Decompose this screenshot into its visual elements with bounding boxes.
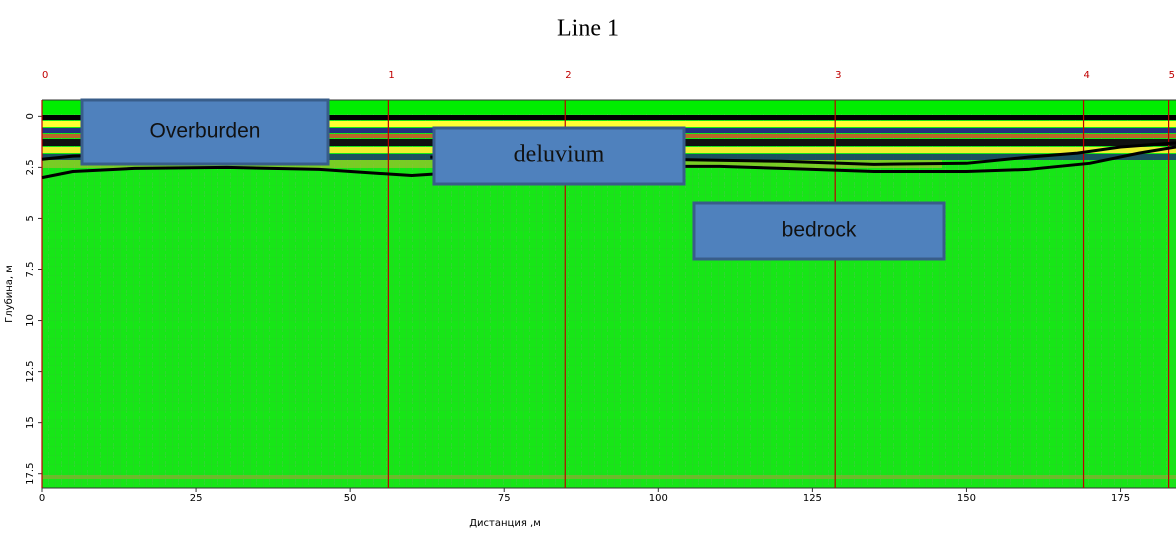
marker-label: 2 — [565, 70, 571, 81]
y-tick-label: 17.5 — [25, 463, 36, 485]
y-tick-label: 10 — [25, 314, 36, 327]
x-tick-label: 125 — [803, 493, 822, 504]
y-tick-label: 2.5 — [25, 159, 36, 175]
y-tick-label: 12.5 — [25, 360, 36, 382]
x-tick-label: 175 — [1111, 493, 1130, 504]
band — [42, 115, 1176, 120]
y-tick-label: 7.5 — [25, 262, 36, 278]
annotation-label: Overburden — [150, 120, 261, 143]
annotation-box — [692, 201, 946, 261]
x-tick-label: 100 — [649, 493, 668, 504]
marker-label: 0 — [42, 70, 48, 81]
y-axis-label: Глубина, м — [4, 265, 15, 323]
marker-label: 4 — [1084, 70, 1090, 81]
annotation-label: bedrock — [782, 219, 857, 242]
y-tick-label: 15 — [25, 416, 36, 429]
chart-title: Line 1 — [557, 16, 619, 42]
x-tick-label: 150 — [957, 493, 976, 504]
x-axis-label: Дистанция ,м — [469, 518, 541, 529]
annotation-label: deluvium — [514, 142, 605, 168]
marker-label: 1 — [388, 70, 394, 81]
marker-label: 5 — [1169, 70, 1175, 81]
band — [42, 475, 1176, 479]
x-tick-label: 25 — [190, 493, 203, 504]
marker-label: 3 — [835, 70, 841, 81]
annotation-box — [80, 98, 330, 166]
y-tick-label: 5 — [25, 215, 36, 221]
x-tick-label: 75 — [498, 493, 511, 504]
y-tick-label: 0 — [25, 113, 36, 119]
x-tick-label: 0 — [39, 493, 45, 504]
x-tick-label: 50 — [344, 493, 357, 504]
annotation-box — [432, 126, 686, 186]
band — [42, 121, 1176, 127]
